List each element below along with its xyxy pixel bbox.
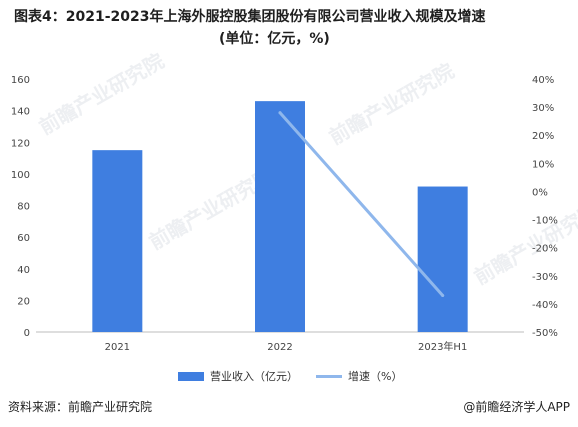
y-left-tick-label: 20 [17,296,30,307]
legend-label-growth: 增速（%） [348,370,403,383]
growth-line [278,111,445,297]
x-axis: 2021 2022 2023年H1 [36,331,524,353]
x-tick-label: 2022 [267,342,292,353]
y-right-tick-label: -50% [532,328,558,339]
revenue-bar [255,101,305,332]
bar-series [92,101,468,332]
y-right-tick-label: 30% [532,103,554,114]
y-right-tick-label: -30% [532,272,558,283]
growth-point [441,293,445,297]
title-line-1: 图表4：2021-2023年上海外服控股集团股份有限公司营业收入规模及增速 [14,9,486,25]
y-right-tick-label: 0% [532,187,548,198]
legend-item-growth: 增速（%） [316,368,402,384]
growth-point [278,111,282,115]
x-tick-label: 2021 [105,342,130,353]
y-right-tick-label: -20% [532,244,558,255]
title-line-2: (单位：亿元，%) [219,31,330,47]
y-left-tick-label: 140 [11,107,30,118]
legend: 营业收入（亿元） 增速（%） [0,368,578,386]
y-left-tick-label: 40 [17,265,30,276]
y-left-tick-label: 60 [17,233,30,244]
y-right-tick-label: 10% [532,159,554,170]
legend-swatch-line [316,374,342,378]
legend-swatch-bar [178,371,204,381]
revenue-bar [92,150,143,332]
watermark-text: 前瞻产业研究院 [35,49,168,140]
y-right-tick-label: 40% [532,75,554,86]
y-left-tick-label: 100 [11,170,30,181]
y-right-tick-label: 20% [532,131,554,142]
revenue-bar [417,186,468,332]
y-left-tick-label: 160 [11,75,30,86]
watermark-text: 前瞻产业研究院 [470,199,578,290]
y-left-tick-label: 120 [11,138,30,149]
y-right-tick-label: -40% [532,300,558,311]
right-axis: -50% -40% -30% -20% -10% 0% 10% 20% 30% 40% [532,75,558,339]
line-series [278,111,445,297]
y-left-tick-label: 80 [17,202,30,213]
legend-item-revenue: 营业收入（亿元） [178,368,298,384]
x-tick-label: 2023年H1 [418,340,467,353]
y-left-tick-label: 0 [24,328,30,339]
credit-note: @前瞻经济学人APP [463,400,570,414]
chart-title: 图表4：2021-2023年上海外服控股集团股份有限公司营业收入规模及增速 (单… [14,6,569,50]
watermark-text: 前瞻产业研究院 [325,59,458,150]
legend-label-revenue: 营业收入（亿元） [210,370,298,383]
left-axis: 0 20 40 60 80 100 120 140 160 [11,75,30,339]
source-note: 资料来源：前瞻产业研究院 [8,400,153,414]
y-right-tick-label: -10% [532,216,558,227]
